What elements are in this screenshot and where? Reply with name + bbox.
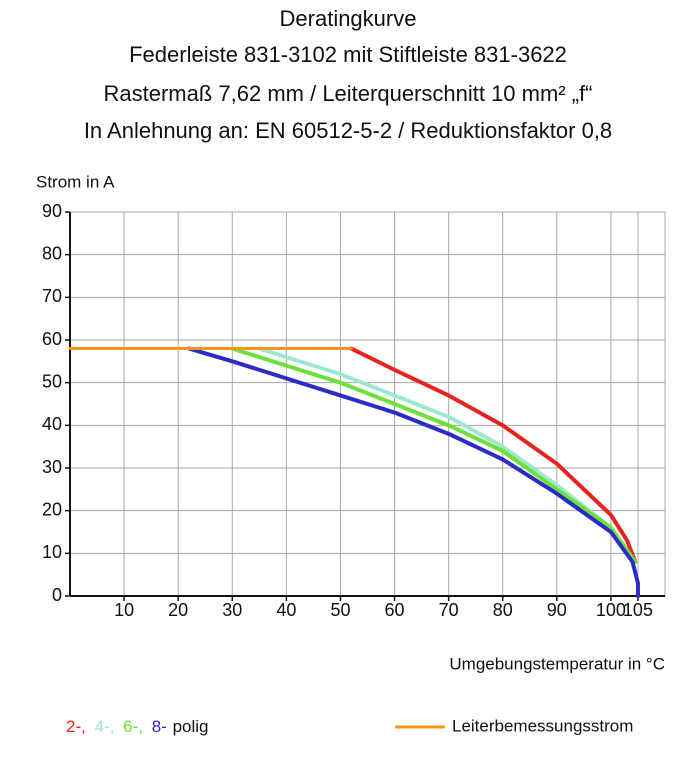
chart-subtitle: Federleiste 831-3102 mit Stiftleiste 831…	[129, 42, 567, 67]
x-tick-label: 20	[168, 600, 188, 620]
x-tick-label: 30	[222, 600, 242, 620]
legend: 2-, 4-, 6-, 8- polig	[66, 717, 209, 736]
chart-subtitle: Rastermaß 7,62 mm / Leiterquerschnitt 10…	[103, 81, 592, 106]
y-tick-label: 10	[42, 542, 62, 562]
y-tick-label: 20	[42, 499, 62, 519]
chart-subtitle: In Anlehnung an: EN 60512-5-2 / Reduktio…	[84, 118, 612, 143]
series-line	[230, 346, 638, 564]
legend-suffix: polig	[173, 717, 209, 736]
x-tick-label: 100	[596, 600, 626, 620]
legend-entry: 6-,	[123, 717, 143, 736]
y-tick-label: 80	[42, 243, 62, 263]
x-tick-label: 40	[276, 600, 296, 620]
chart-title: Deratingkurve	[280, 6, 417, 31]
series-line	[257, 346, 638, 564]
plot-area: 0 10 20 30 40 50 60 70 80 90 10 20 30 40 50 60 70 80 90 100…	[42, 201, 666, 620]
x-tick-label: 70	[439, 600, 459, 620]
legend-entry: 8-	[152, 717, 167, 736]
x-tick-label: 10	[114, 600, 134, 620]
series-line	[349, 346, 638, 564]
x-tick-label: 90	[547, 600, 567, 620]
x-tick-label: 80	[493, 600, 513, 620]
x-tick-label: 105	[623, 600, 653, 620]
y-tick-label: 60	[42, 329, 62, 349]
x-tick-label: 60	[385, 600, 405, 620]
y-tick-label: 90	[42, 201, 62, 221]
y-tick-label: 0	[52, 585, 62, 605]
y-tick-label: 40	[42, 414, 62, 434]
legend-entry: 2-,	[66, 717, 86, 736]
y-tick-label: 70	[42, 286, 62, 306]
y-tick-label: 30	[42, 457, 62, 477]
legend-entry: 4-,	[95, 717, 115, 736]
y-axis-label: Strom in A	[36, 172, 115, 191]
series-line	[187, 346, 640, 598]
legend-entry: Leiterbemessungsstrom	[452, 716, 633, 735]
x-axis-label: Umgebungstemperatur in °C	[449, 654, 665, 673]
y-tick-label: 50	[42, 371, 62, 391]
x-tick-label: 50	[330, 600, 350, 620]
